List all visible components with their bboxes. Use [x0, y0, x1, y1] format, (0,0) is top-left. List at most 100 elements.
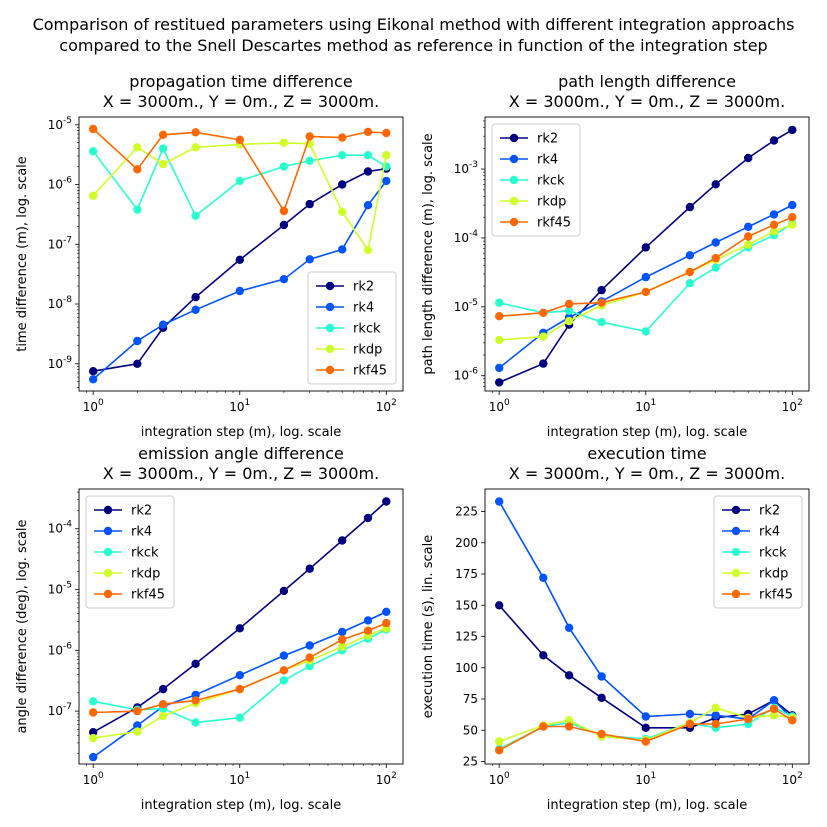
chart-subtitle: X = 3000m., Y = 0m., Z = 3000m. — [103, 92, 379, 111]
data-point-rkf45 — [338, 635, 347, 644]
data-point-rkf45 — [641, 737, 650, 746]
y-tick-label: 10-6 — [48, 641, 73, 657]
legend-marker-rkdp — [325, 344, 335, 354]
legend-marker-rk4 — [325, 302, 335, 312]
legend-box — [713, 495, 803, 609]
data-point-rkf45 — [685, 267, 695, 277]
y-tick-label: 10-3 — [454, 160, 478, 176]
data-point-rk4 — [133, 721, 142, 730]
data-point-rkdp — [769, 227, 779, 236]
x-axis-label: integration step (m), log. scale — [547, 425, 747, 440]
y-axis-label: time difference (m), log. scale — [15, 156, 30, 352]
data-point-rk4 — [279, 651, 289, 660]
data-point-rkdp — [338, 207, 347, 216]
legend-label-rkf45: rkf45 — [353, 364, 387, 379]
data-point-rk4 — [711, 711, 720, 720]
y-tick-label: 10-5 — [454, 298, 478, 314]
legend-label-rk2: rk2 — [131, 504, 152, 519]
data-point-rkf45 — [191, 696, 200, 705]
data-point-rk2 — [539, 359, 548, 368]
plot-frame — [78, 116, 404, 392]
series-line-rkck — [499, 223, 793, 333]
data-point-rkf45 — [305, 653, 314, 662]
data-point-rk2 — [495, 601, 504, 610]
data-point-rk2 — [158, 684, 168, 694]
y-tick-label: 10-4 — [48, 520, 73, 536]
y-tick-label: 10-9 — [48, 355, 73, 371]
data-point-rkf45 — [305, 132, 314, 141]
data-point-rkck — [89, 147, 98, 156]
legend-label-rkf45: rkf45 — [131, 588, 165, 603]
legend-label-rk4: rk4 — [759, 525, 780, 540]
legend-label-rkck: rkck — [353, 322, 381, 337]
legend-marker-rk2 — [103, 505, 113, 515]
data-point-rkf45 — [191, 128, 200, 137]
legend-label-rk4: rk4 — [353, 301, 374, 316]
legend-marker-rkck — [103, 547, 113, 557]
x-tick-label: 101 — [635, 771, 656, 787]
data-point-rkf45 — [133, 165, 142, 174]
data-point-rkdp — [279, 138, 289, 147]
legend: rk2 rk4 rkck rkdp rkf45 — [713, 495, 803, 609]
data-point-rk4 — [769, 210, 779, 219]
data-point-rkf45 — [338, 133, 347, 142]
data-point-rkck — [564, 306, 574, 315]
data-point-rkck — [338, 151, 347, 160]
data-point-rk2 — [744, 153, 753, 163]
data-point-rk2 — [305, 199, 314, 209]
legend-label-rk4: rk4 — [131, 525, 152, 540]
series-line-rkf45 — [498, 708, 793, 752]
data-point-rk4 — [338, 627, 347, 637]
legend-label-rk2: rk2 — [537, 132, 558, 147]
legend-box — [307, 271, 397, 385]
y-tick-label: 10-8 — [48, 295, 73, 311]
legend-label-rkck: rkck — [759, 546, 787, 561]
y-tick-label: 10-7 — [48, 235, 72, 251]
x-tick-label: 100 — [83, 771, 104, 787]
data-point-rk4 — [133, 336, 142, 346]
data-point-rkck — [191, 718, 200, 727]
data-point-rkf45 — [769, 704, 779, 714]
legend-label-rkdp: rkdp — [537, 195, 566, 210]
x-tick-label: 101 — [229, 771, 250, 787]
data-point-rk4 — [788, 200, 797, 210]
legend-label-rkf45: rkf45 — [759, 588, 793, 603]
data-point-rkck — [158, 144, 168, 153]
data-point-rk2 — [685, 202, 695, 212]
legend-marker-rkdp — [731, 568, 741, 578]
data-point-rkf45 — [89, 124, 98, 134]
data-point-rk2 — [363, 513, 373, 523]
data-point-rk4 — [279, 275, 289, 284]
data-point-rkf45 — [382, 618, 391, 628]
x-axis-label: integration step (m), log. scale — [141, 425, 341, 440]
data-point-rk2 — [495, 378, 504, 387]
data-point-rkf45 — [495, 746, 504, 755]
data-point-rkf45 — [564, 299, 574, 309]
y-tick-label: 225 — [455, 505, 478, 519]
series-line-rk2 — [93, 167, 387, 372]
chart-subtitle: X = 3000m., Y = 0m., Z = 3000m. — [509, 464, 785, 483]
data-point-rkf45 — [495, 312, 504, 321]
data-point-rk2 — [363, 167, 373, 176]
legend-label-rkf45: rkf45 — [537, 216, 571, 231]
plot-frame — [78, 488, 404, 765]
legend-marker-rkdp — [103, 568, 113, 578]
y-axis-label: path length difference (m), log. scale — [421, 133, 436, 374]
series-line-rk4 — [498, 501, 793, 720]
data-point-rk2 — [769, 136, 779, 145]
chart-title: execution time — [587, 444, 706, 463]
data-point-rkdp — [363, 245, 373, 255]
data-point-rkdp — [711, 703, 720, 712]
series-line-rkdp — [498, 706, 793, 743]
data-point-rkck — [191, 211, 200, 220]
data-point-rkf45 — [363, 127, 373, 137]
data-point-rkf45 — [769, 220, 779, 229]
data-point-rk2 — [788, 125, 797, 135]
data-point-rkf45 — [133, 706, 142, 716]
data-point-rkck — [363, 151, 373, 160]
data-point-rkf45 — [711, 253, 720, 263]
y-tick-label: 125 — [455, 630, 478, 644]
